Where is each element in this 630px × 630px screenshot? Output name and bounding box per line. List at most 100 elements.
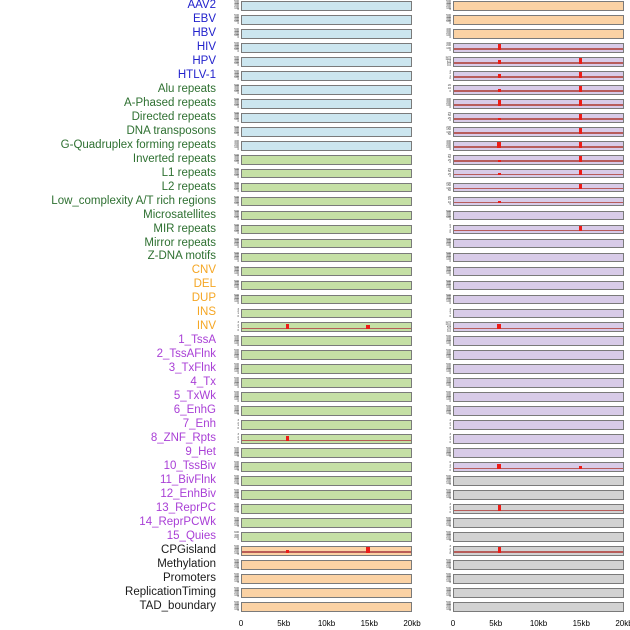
y-tick-label: 300 xyxy=(234,100,239,105)
y-tick-label: 200 xyxy=(446,297,451,302)
y-tick-label: 2 xyxy=(237,322,239,327)
y-tick-label: 400 xyxy=(446,517,451,522)
track-label-cpgisland: CPGisland xyxy=(161,544,216,556)
y-tick-label: 500 xyxy=(234,236,239,241)
y-tick-label: 100 xyxy=(446,368,451,373)
y-tick-label: 500 xyxy=(234,488,239,493)
y-tick-label: 0 xyxy=(449,258,451,263)
y-tick-label: 0.0 xyxy=(446,328,451,333)
y-tick-label: 1 xyxy=(449,73,451,78)
y-tick-label: 50 xyxy=(447,169,451,174)
coverage-spike xyxy=(578,72,582,78)
y-tick-group: 500 400 300 200 100 0 xyxy=(220,236,240,249)
y-tick-label: 300 xyxy=(234,2,239,7)
y-tick-label: 400 xyxy=(446,587,451,592)
y-tick-label: 300 xyxy=(446,561,451,566)
y-tick-label: 1 xyxy=(449,311,451,316)
track-label-inv: INV xyxy=(196,320,216,333)
y-tick-label: 100 xyxy=(234,592,239,597)
y-tick-label: 300 xyxy=(446,603,451,608)
y-tick-label: 200 xyxy=(234,283,239,288)
y-tick-label: 200 xyxy=(446,269,451,274)
track-row xyxy=(241,154,412,165)
y-tick-label: 0 xyxy=(237,230,239,235)
y-tick-group: 500 400 300 200 100 0 xyxy=(220,349,240,361)
y-tick-label: 500 xyxy=(234,516,239,521)
track-label-alu-repeats: Alu repeats xyxy=(157,82,216,95)
y-tick-group: 500 400 300 200 100 0 xyxy=(432,488,452,501)
y-tick-label: 100 xyxy=(446,45,451,50)
track-label-l2-repeats: L2 repeats xyxy=(161,180,216,193)
y-tick-group: 600 400 200 0 xyxy=(220,530,240,542)
y-tick-label: 0 xyxy=(449,551,451,556)
y-tick-label: 300 xyxy=(234,379,239,384)
y-tick-label: 1 xyxy=(449,423,451,428)
y-tick-label: 150 xyxy=(446,127,451,132)
y-tick-label: 300 xyxy=(446,337,451,342)
y-tick-label: 150 xyxy=(446,183,451,188)
y-tick-label: 0 xyxy=(449,496,451,501)
track-row xyxy=(241,266,412,277)
track-row xyxy=(241,280,412,291)
y-tick-label: 400 xyxy=(234,280,239,285)
coverage-spike xyxy=(578,86,582,92)
y-tick-label: 500 xyxy=(234,474,239,479)
x-tick-label: 5kb xyxy=(277,619,291,628)
y-tick-label: 300 xyxy=(446,533,451,538)
track-row xyxy=(241,140,412,151)
y-tick-label: 0 xyxy=(449,580,451,585)
track-row xyxy=(241,406,412,417)
y-tick-label: 1 xyxy=(449,548,451,553)
y-tick-label: 300 xyxy=(446,267,451,272)
track-label-cnv: CNV xyxy=(191,264,216,277)
left-panel: 500 400 300 200 100 0 500 400 300 200 100 0 500 400 30… xyxy=(220,0,412,616)
y-tick-label: 200 xyxy=(234,297,239,302)
y-tick-label: 500 xyxy=(446,278,451,283)
y-tick-label: 200 xyxy=(446,479,451,484)
y-tick-label: 400 xyxy=(234,168,239,173)
y-tick-label: 400 xyxy=(234,266,239,271)
y-tick-label: 3 xyxy=(237,432,239,437)
track-label-hiv: HIV xyxy=(196,40,216,53)
y-tick-group: 500 400 300 200 100 0 xyxy=(432,391,452,403)
y-tick-group: 12.5 10.0 7.5 5.0 2.5 0.0 xyxy=(432,321,452,333)
y-tick-group: 500 400 300 200 100 0 xyxy=(220,516,240,528)
y-tick-group: 500 400 300 200 100 0 xyxy=(432,278,452,291)
y-tick-label: 200 xyxy=(446,30,451,35)
y-tick-label: 0 xyxy=(449,244,451,249)
track-row xyxy=(453,1,624,11)
track-label-methylation: Methylation xyxy=(157,557,216,570)
y-tick-label: 4 xyxy=(449,225,451,230)
y-tick-label: 200 xyxy=(234,213,239,218)
y-tick-label: 400 xyxy=(234,601,239,606)
coverage-spike xyxy=(578,156,582,162)
y-tick-label: 100 xyxy=(446,536,451,541)
x-tick-label: 15kb xyxy=(572,619,590,628)
y-tick-label: 200 xyxy=(234,521,239,526)
y-tick-label: 10 xyxy=(447,199,451,204)
track-row xyxy=(241,294,412,305)
y-tick-label: 0 xyxy=(449,216,451,221)
y-tick-group: 500 400 300 200 100 0 xyxy=(432,405,452,417)
y-tick-label: 500 xyxy=(446,236,451,241)
track-row xyxy=(453,280,624,291)
y-tick-label: 200 xyxy=(234,255,239,260)
y-tick-label: 200 xyxy=(234,269,239,274)
y-tick-label: 500 xyxy=(234,110,239,115)
y-tick-label: 100 xyxy=(446,340,451,345)
y-tick-group: 200 150 100 50 xyxy=(432,181,452,193)
y-tick-label: 400 xyxy=(446,294,451,299)
track-baseline xyxy=(454,104,623,106)
y-tick-label: 0 xyxy=(237,510,239,515)
track-baseline xyxy=(454,132,623,134)
y-tick-label: 500 xyxy=(446,600,451,605)
y-tick-label: 20 xyxy=(447,194,451,199)
y-tick-label: 200 xyxy=(234,465,239,470)
y-tick-label: 200 xyxy=(234,381,239,386)
y-tick-label: 0 xyxy=(237,118,239,123)
track-row xyxy=(453,182,624,193)
